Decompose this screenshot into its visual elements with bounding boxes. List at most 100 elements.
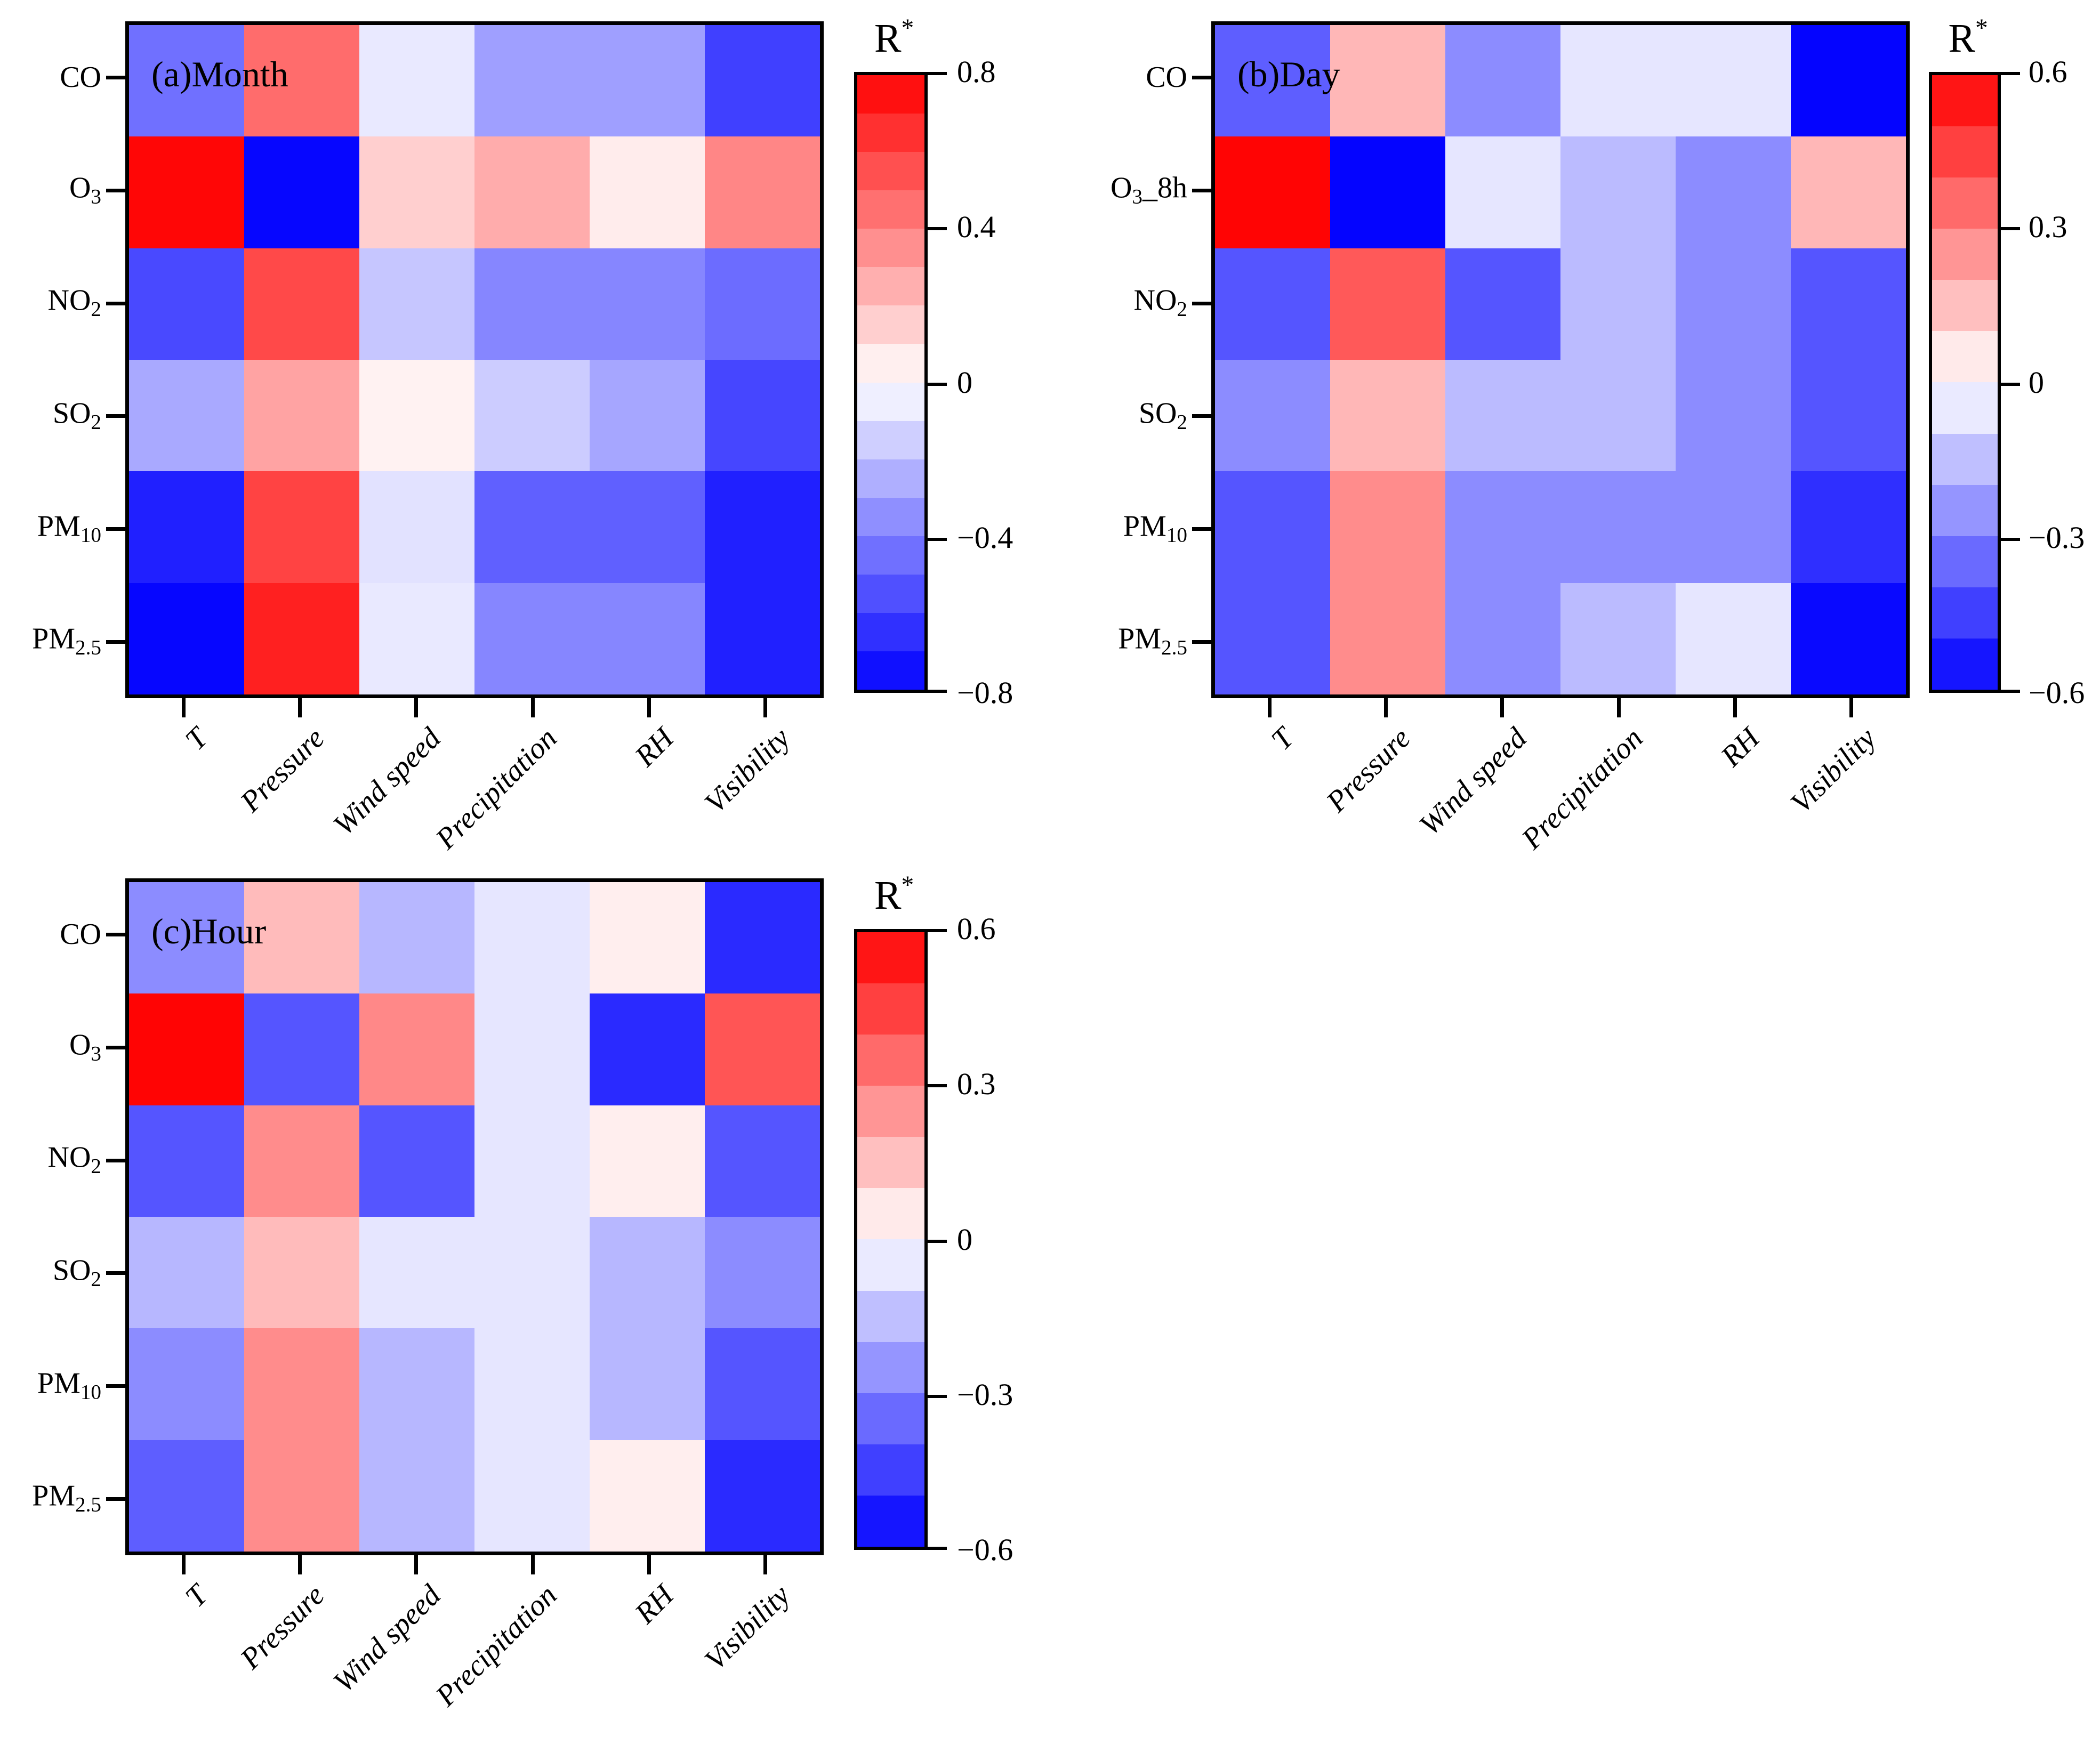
cell-b-NO2-Pressure — [1330, 248, 1445, 360]
colorbar-segment — [1932, 433, 1998, 485]
cell-a-CO-Wind speed — [359, 25, 474, 137]
colorbar-b-title: R* — [1948, 14, 1988, 59]
cell-b-PM10-RH — [1676, 471, 1791, 583]
cell-b-CO-Precipitation — [1560, 25, 1676, 137]
colorbar-tick — [928, 537, 947, 541]
y-tick — [106, 527, 125, 531]
cell-a-PM2.5-Precipitation — [474, 583, 590, 694]
cell-c-PM2.5-Wind speed — [359, 1440, 474, 1552]
colorbar-tick-label: −0.3 — [2029, 520, 2085, 555]
cell-c-O3-Wind speed — [359, 993, 474, 1105]
cell-b-PM2.5-T — [1215, 583, 1330, 694]
cell-b-CO-Visibility — [1791, 25, 1906, 137]
colorbar-b-title-asterisk: * — [1975, 14, 1988, 42]
colorbar-tick — [928, 929, 947, 932]
y-tick-label: O3 — [69, 1028, 101, 1065]
cell-c-SO2-Precipitation — [474, 1216, 590, 1329]
x-tick — [530, 698, 535, 717]
panel-a-title: (a)Month — [151, 54, 288, 94]
heatmap-grid-b — [1215, 25, 1906, 694]
cell-a-PM2.5-T — [129, 583, 244, 694]
cell-c-O3-Precipitation — [474, 993, 590, 1105]
colorbar-segment — [857, 1444, 924, 1496]
colorbar-c — [854, 929, 928, 1550]
colorbar-segment — [857, 574, 924, 613]
colorbar-segment — [857, 1290, 924, 1342]
y-tick — [106, 189, 125, 192]
cell-b-O3_8h-Visibility — [1791, 136, 1906, 248]
cell-c-SO2-Wind speed — [359, 1216, 474, 1329]
cell-c-PM2.5-Precipitation — [474, 1440, 590, 1552]
colorbar-segment — [857, 305, 924, 344]
cell-b-SO2-Pressure — [1330, 359, 1445, 472]
colorbar-segment — [857, 497, 924, 536]
y-tick-label: NO2 — [1133, 284, 1187, 321]
colorbar-segment — [1932, 177, 1998, 229]
y-tick-label: PM10 — [37, 1367, 101, 1404]
cell-a-O3-T — [129, 136, 244, 248]
cell-b-PM10-Precipitation — [1560, 471, 1676, 583]
cell-c-CO-RH — [590, 882, 705, 994]
x-tick — [1267, 698, 1272, 717]
colorbar-segment — [857, 1239, 924, 1291]
cell-a-SO2-Wind speed — [359, 359, 474, 472]
y-tick — [106, 414, 125, 418]
cell-a-SO2-T — [129, 359, 244, 472]
cell-a-NO2-Precipitation — [474, 248, 590, 360]
x-tick — [181, 698, 186, 717]
cell-a-PM2.5-Visibility — [705, 583, 820, 694]
y-tick — [1192, 640, 1211, 644]
cell-a-O3-Pressure — [244, 136, 359, 248]
cell-a-PM2.5-Wind speed — [359, 583, 474, 694]
y-tick — [106, 1271, 125, 1275]
y-tick — [106, 1158, 125, 1162]
cell-b-O3_8h-Wind speed — [1445, 136, 1560, 248]
colorbar-segment — [857, 1086, 924, 1137]
colorbar-segment — [857, 152, 924, 191]
cell-b-PM2.5-Precipitation — [1560, 583, 1676, 694]
colorbar-tick-label: −0.8 — [957, 675, 1013, 710]
y-tick — [106, 933, 125, 937]
y-tick-label: SO2 — [1138, 397, 1187, 434]
cell-c-NO2-Wind speed — [359, 1105, 474, 1217]
colorbar-tick-label: 0.8 — [957, 54, 996, 89]
cell-c-NO2-Pressure — [244, 1105, 359, 1217]
y-tick-label: CO — [1146, 60, 1187, 94]
colorbar-segment — [1932, 484, 1998, 536]
y-tick-label: SO2 — [52, 397, 101, 434]
cell-a-PM10-RH — [590, 471, 705, 583]
y-tick-label: CO — [60, 917, 101, 951]
cell-b-SO2-Wind speed — [1445, 359, 1560, 472]
y-tick — [106, 640, 125, 644]
x-tick — [1733, 698, 1737, 717]
cell-b-CO-Wind speed — [1445, 25, 1560, 137]
cell-a-O3-RH — [590, 136, 705, 248]
colorbar-tick — [2001, 382, 2020, 386]
y-tick — [106, 301, 125, 305]
cell-c-PM2.5-RH — [590, 1440, 705, 1552]
cell-a-PM2.5-Pressure — [244, 583, 359, 694]
y-tick-label: NO2 — [47, 284, 101, 321]
colorbar-segment — [1932, 331, 1998, 383]
cell-b-O3_8h-Pressure — [1330, 136, 1445, 248]
cell-a-PM10-Wind speed — [359, 471, 474, 583]
colorbar-segment — [857, 229, 924, 268]
cell-b-NO2-Wind speed — [1445, 248, 1560, 360]
cell-b-NO2-RH — [1676, 248, 1791, 360]
cell-c-PM10-Pressure — [244, 1328, 359, 1440]
colorbar-segment — [1932, 229, 1998, 280]
colorbar-tick — [928, 1394, 947, 1398]
colorbar-segment — [857, 932, 924, 984]
colorbar-tick-label: 0 — [2029, 365, 2044, 400]
cell-c-CO-Visibility — [705, 882, 820, 994]
colorbar-segment — [857, 1188, 924, 1240]
y-tick — [1192, 189, 1211, 192]
colorbar-segment — [857, 114, 924, 152]
cell-a-PM10-Pressure — [244, 471, 359, 583]
colorbar-tick-label: 0.3 — [2029, 209, 2067, 245]
colorbar-segment — [857, 421, 924, 459]
y-tick-label: PM2.5 — [32, 1479, 101, 1516]
cell-a-SO2-Pressure — [244, 359, 359, 472]
cell-b-CO-Pressure — [1330, 25, 1445, 137]
cell-b-SO2-RH — [1676, 359, 1791, 472]
